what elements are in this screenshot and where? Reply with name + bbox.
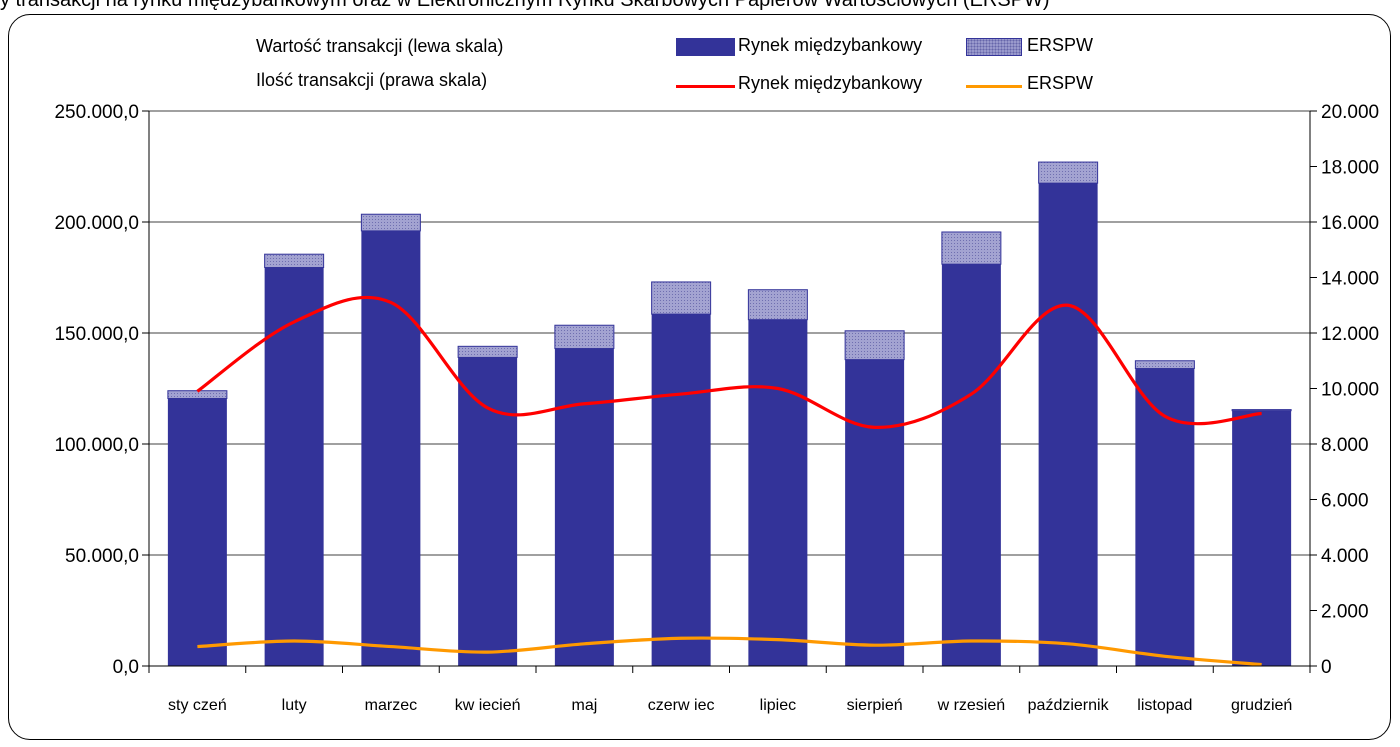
x-tick-label: grudzień (1231, 697, 1292, 714)
legend-line-erspw-swatch (966, 85, 1022, 88)
line-erspw (197, 636, 1262, 667)
bar-interbank (651, 314, 711, 666)
legend-bar-erspw: ERSPW (1027, 35, 1094, 55)
bar-erspw (1231, 409, 1292, 412)
line-interbank (196, 295, 1262, 429)
bar-interbank (264, 267, 324, 666)
y-right-tick-label: 8.000 (1321, 435, 1369, 456)
y-left-tick-label: 250.000,0 (54, 102, 139, 123)
chart-frame (8, 14, 1391, 740)
y-right-tick-label: 6.000 (1321, 491, 1369, 512)
bar-interbank (458, 357, 518, 666)
bar-interbank (1232, 410, 1292, 666)
bar-erspw (1038, 161, 1099, 184)
legend-line-interbank: Rynek międzybankowy (738, 73, 923, 93)
x-tick-label: kw iecień (455, 697, 521, 714)
legend-bar-erspw-swatch (966, 38, 1022, 56)
bar-interbank (554, 348, 614, 666)
x-tick-label: lipiec (760, 697, 796, 714)
y-right-tick-label: 14.000 (1321, 269, 1379, 290)
y-right-tick-label: 16.000 (1321, 213, 1379, 234)
bar-interbank (167, 398, 227, 666)
legend-line-erspw: ERSPW (1027, 73, 1094, 93)
x-tick-label: październik (1028, 697, 1110, 714)
y-right-tick-label: 4.000 (1321, 546, 1369, 567)
y-left-tick-label: 100.000,0 (54, 435, 139, 456)
x-tick-label: luty (282, 697, 307, 714)
bar-interbank (1038, 183, 1098, 666)
legend-bar-interbank-swatch (676, 38, 735, 56)
y-left-tick-label: 150.000,0 (54, 324, 139, 345)
chart-caption-cut: y transakcji na rynku międzybankowym ora… (0, 0, 1050, 11)
bar-interbank (748, 319, 808, 666)
bar-erspw (554, 324, 615, 350)
x-tick-label: sierpień (847, 697, 903, 714)
bar-erspw (1134, 360, 1195, 370)
bar-erspw (264, 253, 325, 269)
y-right-tick-label: 12.000 (1321, 324, 1379, 345)
bar-erspw (360, 213, 421, 232)
bar-erspw (167, 390, 228, 399)
y-right-tick-label: 10.000 (1321, 380, 1379, 401)
bar-erspw (941, 231, 1002, 265)
x-tick-label: sty czeń (168, 697, 227, 714)
bar-interbank (845, 359, 905, 666)
x-tick-label: czerw iec (648, 697, 715, 714)
y-right-tick-label: 0 (1321, 657, 1332, 678)
bar-erspw (844, 330, 905, 361)
legend-value-caption: Wartość transakcji (lewa skala) (256, 36, 504, 56)
bar-erspw (651, 281, 712, 315)
legend-line-interbank-swatch (676, 85, 735, 88)
x-tick-label: w rzesień (937, 697, 1006, 714)
x-tick-label: maj (571, 697, 597, 714)
y-left-tick-label: 200.000,0 (54, 213, 139, 234)
y-left-tick-label: 0,0 (113, 657, 139, 678)
x-tick-label: marzec (365, 697, 417, 714)
y-right-tick-label: 2.000 (1321, 602, 1369, 623)
bar-erspw (457, 345, 518, 358)
y-left-tick-label: 50.000,0 (65, 546, 139, 567)
y-right-tick-label: 18.000 (1321, 158, 1379, 179)
x-tick-label: listopad (1137, 697, 1192, 714)
y-right-tick-label: 20.000 (1321, 102, 1379, 123)
legend-count-caption: Ilość transakcji (prawa skala) (256, 70, 488, 90)
bar-interbank (941, 264, 1001, 666)
legend-bar-interbank: Rynek międzybankowy (738, 35, 923, 55)
bar-erspw (747, 289, 808, 321)
bar-interbank (1135, 368, 1195, 666)
